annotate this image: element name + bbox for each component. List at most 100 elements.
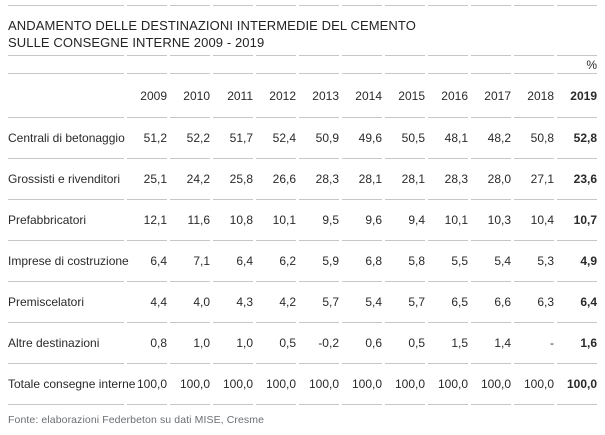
cell: 100,0 xyxy=(428,364,468,405)
cell-2019: 23,6 xyxy=(557,159,597,200)
cell: 4,3 xyxy=(213,282,253,323)
cell: 100,0 xyxy=(256,364,296,405)
cell: 100,0 xyxy=(342,364,382,405)
table-row: Grossisti e rivenditori 25,1 24,2 25,8 2… xyxy=(8,159,597,200)
unit-row: % xyxy=(8,56,597,74)
year-header: 2016 xyxy=(428,74,468,118)
cell: 50,5 xyxy=(385,118,425,159)
year-header: 2011 xyxy=(213,74,253,118)
cell: 1,0 xyxy=(170,323,210,364)
cell-2019: 100,0 xyxy=(557,364,597,405)
row-label: Grossisti e rivenditori xyxy=(8,159,124,200)
year-header-2019: 2019 xyxy=(557,74,597,118)
cell: 10,1 xyxy=(256,200,296,241)
year-header: 2013 xyxy=(299,74,339,118)
row-label: Premiscelatori xyxy=(8,282,124,323)
cell: 6,8 xyxy=(342,241,382,282)
year-header: 2012 xyxy=(256,74,296,118)
cement-destinations-table: ANDAMENTO DELLE DESTINAZIONI INTERMEDIE … xyxy=(5,0,600,405)
source-note: Fonte: elaborazioni Federbeton su dati M… xyxy=(8,414,265,426)
cell: 100,0 xyxy=(213,364,253,405)
cell: 5,7 xyxy=(299,282,339,323)
cell: 1,5 xyxy=(428,323,468,364)
cell-2019: 6,4 xyxy=(557,282,597,323)
top-rule-row xyxy=(8,0,597,6)
cell: 4,0 xyxy=(170,282,210,323)
cell: 10,4 xyxy=(514,200,554,241)
cell: 100,0 xyxy=(299,364,339,405)
cell: 52,2 xyxy=(170,118,210,159)
cell: 48,1 xyxy=(428,118,468,159)
row-label: Totale consegne interne xyxy=(8,364,135,405)
title-row: ANDAMENTO DELLE DESTINAZIONI INTERMEDIE … xyxy=(8,6,597,56)
cell: 25,1 xyxy=(127,159,167,200)
cell: -0,2 xyxy=(299,323,339,364)
cell: 5,4 xyxy=(471,241,511,282)
cell: 26,6 xyxy=(256,159,296,200)
cell: 6,6 xyxy=(471,282,511,323)
table-row: Imprese di costruzione 6,4 7,1 6,4 6,2 5… xyxy=(8,241,597,282)
cell: 0,5 xyxy=(256,323,296,364)
year-header-row: 2009 2010 2011 2012 2013 2014 2015 2016 … xyxy=(8,74,597,118)
cell: 100,0 xyxy=(127,364,167,405)
cell: 6,3 xyxy=(514,282,554,323)
cell: 5,9 xyxy=(299,241,339,282)
cell: 28,1 xyxy=(385,159,425,200)
cell: 5,7 xyxy=(385,282,425,323)
table-row: Prefabbricatori 12,1 11,6 10,8 10,1 9,5 … xyxy=(8,200,597,241)
cell-2019: 1,6 xyxy=(557,323,597,364)
cell-2019: 52,8 xyxy=(557,118,597,159)
year-header: 2009 xyxy=(127,74,167,118)
cell: 9,6 xyxy=(342,200,382,241)
cell: 4,4 xyxy=(127,282,167,323)
cell: 1,0 xyxy=(213,323,253,364)
cell: 6,2 xyxy=(256,241,296,282)
cell: 24,2 xyxy=(170,159,210,200)
year-header: 2015 xyxy=(385,74,425,118)
cell: 9,4 xyxy=(385,200,425,241)
cell: 28,0 xyxy=(471,159,511,200)
cell: 100,0 xyxy=(471,364,511,405)
row-label: Prefabbricatori xyxy=(8,200,124,241)
cell: 52,4 xyxy=(256,118,296,159)
cell: 49,6 xyxy=(342,118,382,159)
cell: 28,3 xyxy=(428,159,468,200)
cell: 10,3 xyxy=(471,200,511,241)
cell: 28,1 xyxy=(342,159,382,200)
cell: - xyxy=(514,323,554,364)
cell: 5,4 xyxy=(342,282,382,323)
cell: 4,2 xyxy=(256,282,296,323)
row-label: Centrali di betonaggio xyxy=(8,118,125,159)
table-row: Altre destinazioni 0,8 1,0 1,0 0,5 -0,2 … xyxy=(8,323,597,364)
cell: 0,5 xyxy=(385,323,425,364)
cell: 51,2 xyxy=(127,118,167,159)
cell: 27,1 xyxy=(514,159,554,200)
cell: 5,8 xyxy=(385,241,425,282)
year-header: 2017 xyxy=(471,74,511,118)
cell: 100,0 xyxy=(170,364,210,405)
cell: 48,2 xyxy=(471,118,511,159)
table-row: Centrali di betonaggio 51,2 52,2 51,7 52… xyxy=(8,118,597,159)
cell: 50,9 xyxy=(299,118,339,159)
cell: 7,1 xyxy=(170,241,210,282)
cell: 25,8 xyxy=(213,159,253,200)
figure-title-line1: ANDAMENTO DELLE DESTINAZIONI INTERMEDIE … xyxy=(8,18,416,33)
cell: 100,0 xyxy=(514,364,554,405)
cell: 0,8 xyxy=(127,323,167,364)
table-row-total: Totale consegne interne 100,0 100,0 100,… xyxy=(8,364,597,405)
cell: 51,7 xyxy=(213,118,253,159)
cell: 9,5 xyxy=(299,200,339,241)
year-header: 2010 xyxy=(170,74,210,118)
cell: 100,0 xyxy=(385,364,425,405)
year-header: 2018 xyxy=(514,74,554,118)
unit-label: % xyxy=(557,56,597,74)
cell: 10,1 xyxy=(428,200,468,241)
cell: 28,3 xyxy=(299,159,339,200)
cell: 5,5 xyxy=(428,241,468,282)
table-row: Premiscelatori 4,4 4,0 4,3 4,2 5,7 5,4 5… xyxy=(8,282,597,323)
cell: 6,4 xyxy=(127,241,167,282)
cell-2019: 10,7 xyxy=(557,200,597,241)
cell: 1,4 xyxy=(471,323,511,364)
row-label: Altre destinazioni xyxy=(8,323,124,364)
